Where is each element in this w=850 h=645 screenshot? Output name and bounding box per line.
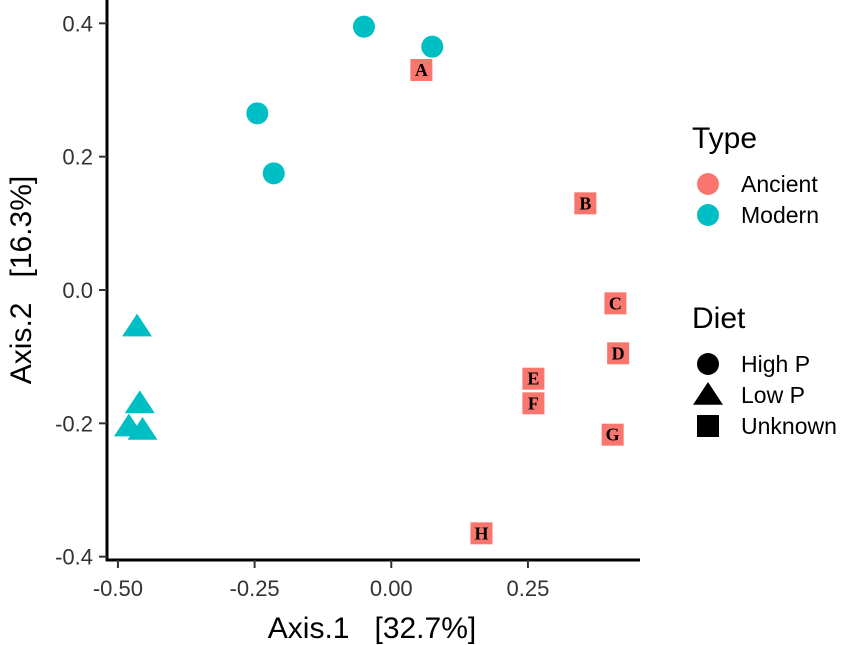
- data-point: [410, 59, 433, 81]
- x-axis-title: Axis.1 [32.7%]: [268, 612, 476, 645]
- point-label: H: [474, 523, 488, 543]
- x-tick-label: -0.50: [93, 576, 143, 601]
- plot-area: A B C D EF G H: [113, 15, 630, 545]
- legend-key: [697, 204, 719, 226]
- data-point: [421, 35, 444, 58]
- point-label: B: [579, 193, 591, 213]
- y-tick-label: -0.4: [55, 545, 93, 570]
- data-point: [522, 392, 545, 415]
- data-point: [604, 292, 627, 315]
- data-point: [246, 102, 269, 125]
- axes: -0.50 -0.25 0.00 0.25 -0.4 -0.2 0.0 0.2 0.4: [55, 0, 640, 601]
- legend-label: High P: [741, 351, 810, 377]
- point-label: G: [606, 425, 620, 445]
- point-label: E: [527, 369, 539, 389]
- data-point: [522, 367, 545, 390]
- legend-key: [697, 173, 719, 195]
- data-point: [601, 423, 624, 446]
- data-point: [607, 342, 630, 365]
- data-point: [262, 162, 285, 185]
- legend-title: Type: [692, 122, 757, 155]
- data-point: [352, 15, 375, 38]
- legend-key: [697, 353, 719, 375]
- point-label: A: [415, 60, 428, 80]
- data-point: [470, 522, 493, 545]
- point-label: F: [528, 393, 539, 413]
- legend-label: Unknown: [741, 413, 837, 439]
- data-point: [574, 192, 597, 215]
- data-point: [124, 390, 155, 414]
- data-point: [127, 417, 158, 440]
- x-tick-label: -0.25: [230, 576, 280, 601]
- point-label: C: [609, 293, 622, 313]
- x-tick-label: 0.00: [370, 576, 413, 601]
- legend: Type Ancient Modern Diet High P Low P Unknown: [692, 122, 837, 439]
- legend-title: Diet: [692, 302, 746, 335]
- y-axis-title: Axis.2 [16.3%]: [5, 176, 38, 384]
- legend-key: [693, 382, 723, 405]
- legend-key: [697, 415, 719, 437]
- data-point: [122, 313, 153, 337]
- y-tick-label: -0.2: [55, 411, 93, 436]
- x-tick-label: 0.25: [507, 576, 550, 601]
- y-tick-label: 0.4: [62, 11, 93, 36]
- y-tick-label: 0.2: [62, 145, 93, 170]
- legend-label: Modern: [741, 202, 819, 228]
- point-label: D: [612, 343, 625, 363]
- legend-label: Ancient: [741, 171, 818, 197]
- legend-label: Low P: [741, 382, 805, 408]
- y-tick-label: 0.0: [62, 278, 93, 303]
